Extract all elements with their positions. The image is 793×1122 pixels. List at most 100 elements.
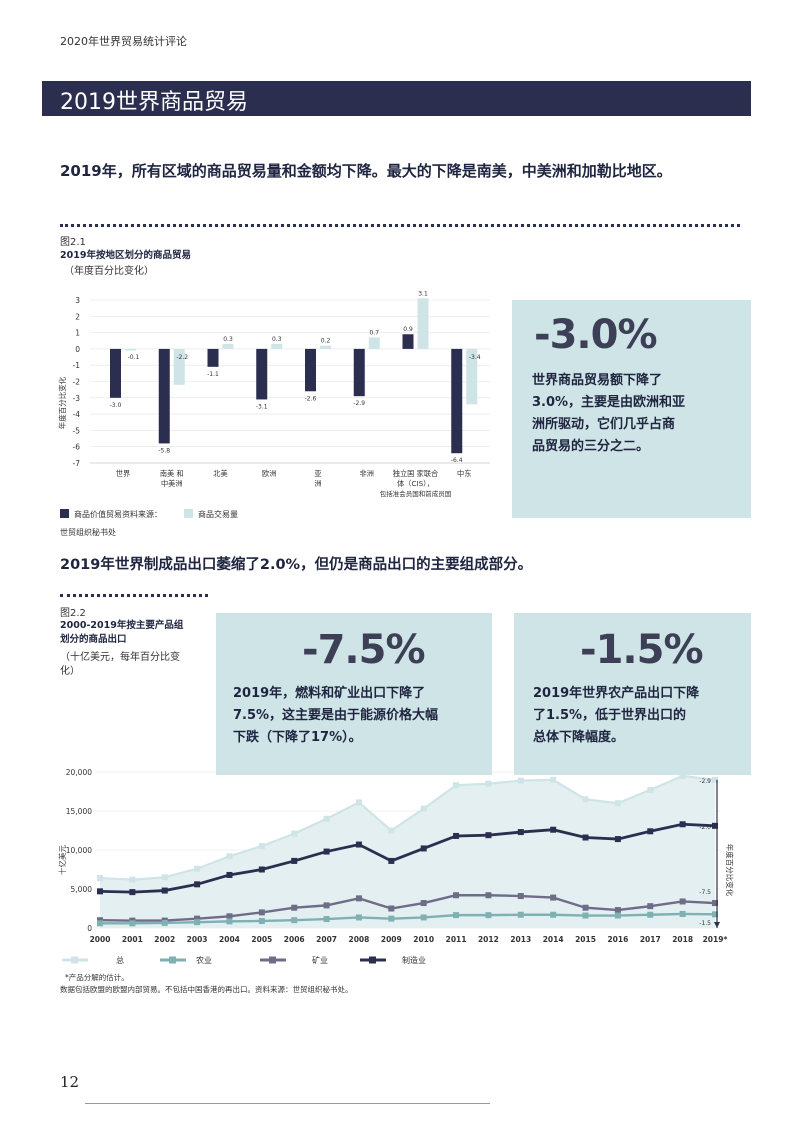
fig1-bar-volume [320,345,331,349]
callout-1-line: 3.0%，主要是由欧洲和亚 [532,395,686,410]
fig1-y-tick-label: 0 [75,345,80,354]
fig2-point [420,914,427,921]
fig2-point [453,832,460,839]
fig1-value-label: -6.4 [451,457,463,464]
fig2-end-label: -2.9 [699,778,711,785]
fig1-y-axis-label: 年度百分比变化 [57,376,67,429]
fig2-point [388,857,395,864]
fig1-category-label: 中东 [457,469,471,478]
fig2-point [550,776,557,783]
fig2-point [550,826,557,833]
legend-swatch-value [60,509,69,518]
fig1-bar-value [353,348,365,397]
legend-label-value: 商品价值贸易资料来源： [74,510,162,519]
fig1-bar-volume [222,344,234,349]
fig2-point [582,912,589,919]
callout-3-line: 总体下降幅度。 [533,730,625,745]
legend-mining-label: 矿业 [312,955,328,965]
fig2-end-label: -7.5 [699,889,711,896]
fig2-x-tick-label: 2012 [478,935,499,944]
fig2-point [161,887,168,894]
fig2-point [161,919,168,926]
fig1-category-label: 独立国 家联合 [393,469,438,478]
legend-mining: 矿业 [260,955,328,965]
fig2-number: 图2.2 [60,608,86,619]
callout-1-line: 洲所驱动，它们几乎占商 [532,417,676,432]
fig1-y-tick-label: -1 [73,361,81,370]
fig2-point [517,777,524,784]
fig1-bar-volume [271,344,283,349]
fig2-y2-axis-label: 年度百分比变化 [725,844,735,897]
legend-total: 总 [62,955,124,965]
fig2-point [129,920,136,927]
fig2-source: 数据包括欧盟的欧盟内部贸易。不包括中国香港的再出口。资料来源：世贸组织秘书处。 [60,985,353,994]
fig2-x-tick-label: 2013 [510,935,531,944]
fig2-point [226,918,233,925]
fig2-y-tick-label: 20,000 [66,768,92,777]
fig1-bar-value [305,348,316,392]
fig2-point [517,829,524,836]
callout-2-figure: -7.5% [302,627,426,673]
fig2-x-tick-label: 2009 [381,935,402,944]
fig2-point [679,898,686,905]
fig2-point [291,830,298,837]
callout-1-line: 品贸易的三分之二。 [532,439,650,454]
callout-2-line: 下跌（下降了17%）。 [233,730,362,745]
fig2-x-tick-label: 2006 [284,935,305,944]
fig2-series-lines [97,772,718,927]
fig2-end-label: -1.5 [699,920,711,927]
fig2-legend: 总 农业 矿业 制造业 [62,955,426,965]
fig2-x-tick-label: 2019* [703,935,728,944]
callout-agriculture: -1.5% 2019年世界农产品出口下降 了1.5%，低于世界出口的 总体下降幅… [514,613,751,775]
fig1-title: 2019年按地区划分的商品贸易 [60,250,191,261]
fig2-point [129,889,136,896]
fig1-y-ticks: 3 2 1 0 -1 -2 -3 -4 -5 -6 -7 [73,296,81,468]
fig2-point [453,912,460,919]
fig2-point [161,874,168,881]
fig1-y-tick-label: -3 [73,394,81,403]
fig2-point [614,912,621,919]
fig1-category-label: 洲 [314,479,321,488]
fig1-bar-value [451,348,463,454]
fig2-point [258,917,265,924]
fig2-unit: （十亿美元，每年百分比变 化） [60,651,180,679]
legend-agriculture: 农业 [160,955,212,965]
fig2-point [388,915,395,922]
fig2-point [712,900,718,907]
dotted-divider-1 [60,224,740,227]
fig2-line-3 [100,912,716,925]
fig2-end-arrowhead [714,922,720,928]
callout-1-line: 世界商品贸易额下降了 [532,373,663,388]
fig2-point [355,895,362,902]
fig2-point [97,917,103,924]
callout-1-text: 世界商品贸易额下降了 3.0%，主要是由欧洲和亚 洲所驱动，它们几乎占商 品贸易… [532,370,742,458]
fig1-y-tick-label: -4 [73,410,81,419]
fig1-category-label: 体（CIS）， [397,479,434,488]
fig2-point [614,800,621,807]
fig2-x-ticks: 2000 2001 2002 2003 2004 2005 2006 2007 2008 2009… [90,935,728,944]
fig2-point [517,893,524,900]
callout-2-line: 2019年，燃料和矿业出口下降了 [233,686,426,701]
fig1-value-label: -3.1 [256,403,268,410]
fig1-category-label: 非洲 [360,469,374,478]
callout-3-line: 了1.5%，低于世界出口的 [533,708,687,723]
section-banner: 2019世界商品贸易 [42,81,751,116]
fig1-bar-volume [417,298,429,349]
fig2-point [679,821,686,828]
page-number: 12 [60,1073,80,1091]
fig1-gridlines [90,299,490,464]
fig2-point [614,836,621,843]
legend-label-volume: 商品交易量 [198,510,238,519]
fig1-value-label: -5.8 [158,447,170,454]
fig1-bar-volume [173,348,185,385]
fig2-unit-line: （十亿美元，每年百分比变 [60,652,180,663]
fig1-category-label: 亚 [314,469,321,478]
fig2-end-label: -2.0 [699,824,711,831]
fig2-point [582,834,589,841]
fig1-volume-label: 0.3 [272,336,282,343]
fig2-point [291,917,298,924]
callout-2-text: 2019年，燃料和矿业出口下降了 7.5%，这主要是由于能源价格大幅 下跌（下降… [233,683,488,749]
fig1-bar-volume [125,348,136,351]
fig1-y-tick-label: 3 [75,296,80,305]
